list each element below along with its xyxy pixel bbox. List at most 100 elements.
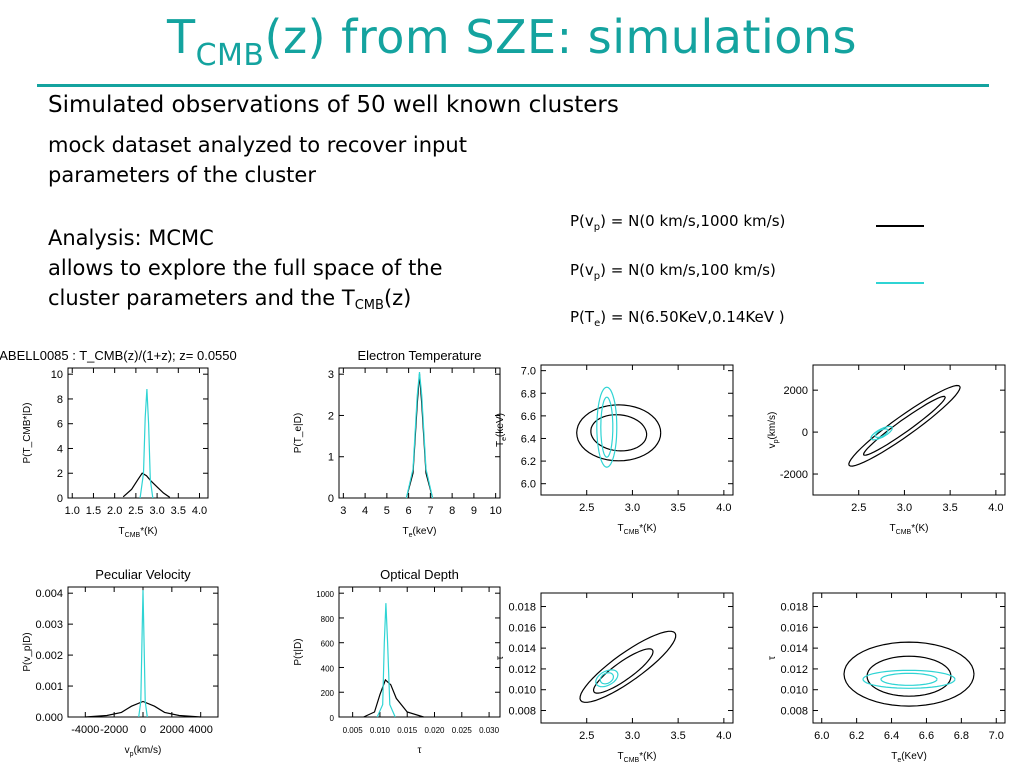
chart-title: Optical Depth: [380, 567, 459, 582]
x-tick-label: 9: [471, 505, 477, 517]
x-tick-label: 0.015: [397, 726, 418, 735]
y-tick-label: 0.008: [780, 706, 808, 718]
x-tick-label: -2000: [100, 724, 128, 736]
x-tick-label: 1.5: [86, 505, 101, 517]
y-tick-label: 0.018: [780, 602, 808, 614]
y-tick-label: 8: [57, 394, 63, 406]
x-tick-label: 0.010: [370, 726, 391, 735]
y-tick-label: 0.003: [35, 619, 63, 631]
contour-black: [866, 655, 952, 697]
x-tick-label: 6.4: [884, 730, 899, 742]
x-tick-label: 6.0: [814, 730, 829, 742]
x-tick-label: 0.020: [424, 726, 445, 735]
x-tick-label: 3.0: [625, 502, 640, 514]
contour-cyan: [599, 672, 615, 685]
y-tick-label: 0.001: [35, 681, 63, 693]
y-tick-label: 6.0: [521, 479, 536, 491]
chart-7: [540, 592, 734, 724]
series-line-cyan: [376, 603, 396, 718]
contour-cyan: [880, 672, 938, 686]
chart-5: [67, 586, 219, 718]
x-tick-label: 8: [449, 505, 455, 517]
y-axis-label: P(T_e|D): [293, 413, 304, 453]
contour-black: [579, 630, 677, 703]
x-axis-label: TCMB*(K): [618, 751, 657, 764]
chart-frame: [540, 364, 734, 496]
x-axis-label: τ: [418, 745, 422, 756]
series-line-black: [363, 678, 424, 718]
y-axis-label: vp(km/s): [767, 412, 780, 449]
y-tick-label: 0.012: [508, 664, 536, 676]
chart-frame: [812, 364, 1006, 496]
x-tick-label: 3.0: [149, 505, 164, 517]
x-tick-label: 2.5: [851, 502, 866, 514]
contour-black: [590, 414, 648, 452]
chart-frame: [338, 367, 501, 499]
slide-title: TCMB(z) from SZE: simulations: [166, 10, 858, 73]
contour-black: [592, 648, 654, 694]
chart-1: [67, 367, 209, 499]
x-tick-label: 7: [427, 505, 433, 517]
y-axis-label: P(τ|D): [293, 638, 304, 665]
y-axis-label: τ: [767, 656, 778, 660]
y-tick-label: 1000: [316, 590, 334, 599]
x-tick-label: 1.0: [65, 505, 80, 517]
y-tick-label: 0: [330, 714, 335, 723]
y-tick-label: 0.012: [780, 664, 808, 676]
y-tick-label: 0.016: [508, 622, 536, 634]
x-tick-label: 2.5: [128, 505, 143, 517]
x-axis-label: TCMB*(K): [618, 523, 657, 536]
chart-frame: [67, 367, 209, 499]
x-tick-label: 4.0: [716, 730, 731, 742]
x-tick-label: 0.005: [343, 726, 364, 735]
y-tick-label: 0.008: [508, 706, 536, 718]
x-tick-label: 4: [362, 505, 368, 517]
y-tick-label: 0.000: [35, 712, 63, 724]
y-tick-label: 10: [51, 369, 63, 381]
x-tick-label: 2.5: [579, 502, 594, 514]
y-tick-label: 0.018: [508, 602, 536, 614]
y-tick-label: 1: [328, 452, 334, 464]
x-tick-label: 0.025: [452, 726, 473, 735]
chart-title: ABELL0085 : T_CMB(z)/(1+z); z= 0.0550: [0, 348, 237, 363]
chart-8: [812, 592, 1006, 724]
y-tick-label: 0.002: [35, 650, 63, 662]
y-tick-label: 6.2: [521, 456, 536, 468]
x-tick-label: 5: [384, 505, 390, 517]
y-tick-label: 0: [802, 427, 808, 439]
x-tick-label: 10: [490, 505, 502, 517]
contour-black: [862, 395, 946, 456]
x-axis-label: Te(KeV): [891, 751, 927, 764]
y-tick-label: 2: [328, 410, 334, 422]
chart-frame: [812, 592, 1006, 724]
x-tick-label: 4.0: [716, 502, 731, 514]
title-rule: [37, 84, 989, 87]
body-line-4: allows to explore the full space of the: [48, 256, 443, 280]
legend-line-black: [876, 225, 924, 227]
x-tick-label: 0: [140, 724, 146, 736]
chart-3: [540, 364, 734, 496]
x-axis-label: Te(keV): [403, 526, 437, 539]
y-tick-label: 200: [321, 689, 335, 698]
y-tick-label: 0.014: [780, 643, 808, 655]
y-tick-label: 4: [57, 443, 63, 455]
x-axis-label: TCMB*(K): [119, 526, 158, 539]
x-tick-label: 3.5: [942, 502, 957, 514]
contour-black: [576, 404, 662, 462]
x-tick-label: 3.5: [171, 505, 186, 517]
x-tick-label: 3.0: [625, 730, 640, 742]
x-tick-label: 2.0: [107, 505, 122, 517]
contour-cyan: [596, 386, 618, 468]
x-tick-label: 4.0: [192, 505, 207, 517]
series-line-cyan: [139, 388, 154, 499]
y-tick-label: 400: [321, 664, 335, 673]
y-tick-label: 2: [57, 468, 63, 480]
y-axis-label: τ: [495, 656, 506, 660]
x-tick-label: 4000: [188, 724, 212, 736]
y-tick-label: 6: [57, 419, 63, 431]
y-tick-label: -2000: [780, 469, 808, 481]
x-tick-label: 0.030: [479, 726, 500, 735]
contour-cyan: [874, 428, 889, 438]
body-line-2: parameters of the cluster: [48, 163, 316, 187]
body-line-5: cluster parameters and the TCMB(z): [48, 286, 412, 313]
